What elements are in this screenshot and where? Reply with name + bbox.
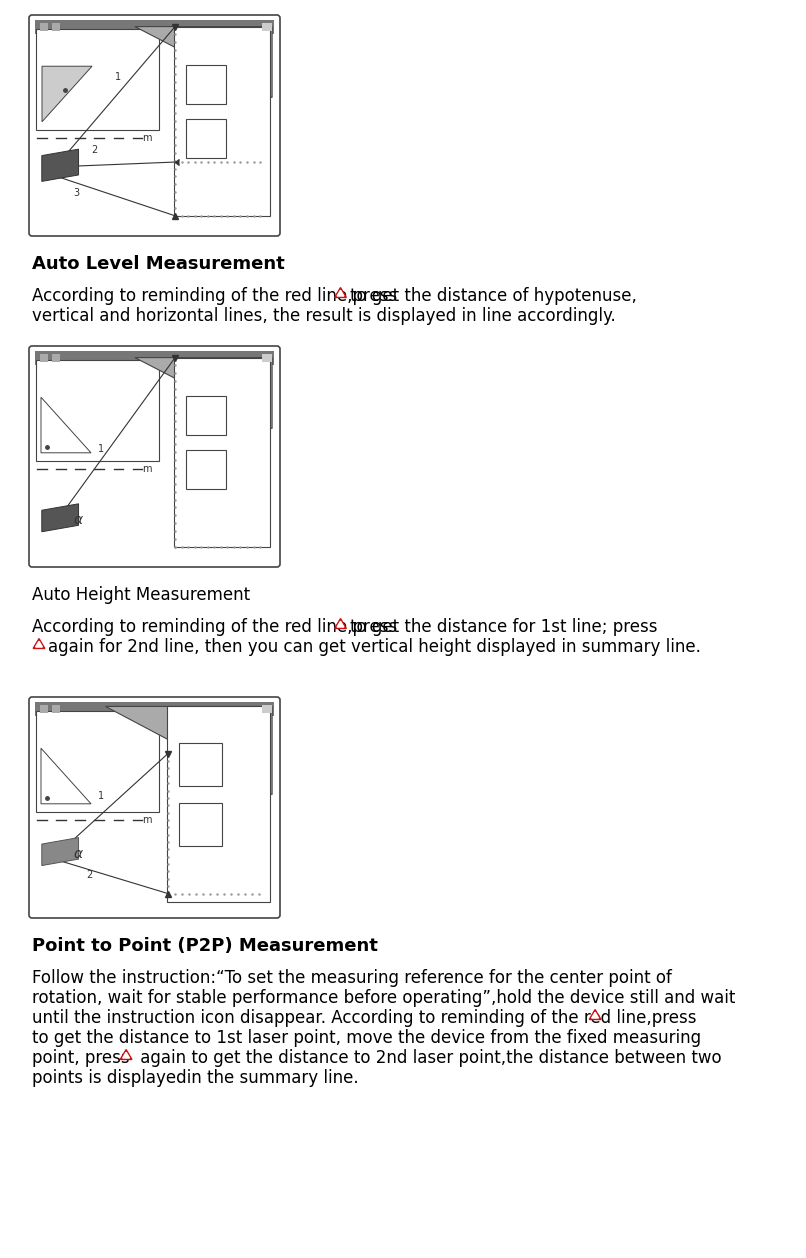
Polygon shape — [42, 503, 78, 532]
Text: 2: 2 — [91, 146, 97, 156]
Text: until the instruction icon disappear. According to reminding of the red line,pre: until the instruction icon disappear. Ac… — [32, 1009, 702, 1027]
Bar — [36, 711, 159, 811]
Polygon shape — [135, 357, 272, 429]
Bar — [179, 803, 222, 847]
Polygon shape — [334, 619, 347, 629]
Polygon shape — [592, 1013, 599, 1018]
Text: to get the distance to 1st laser point, move the device from the fixed measuring: to get the distance to 1st laser point, … — [32, 1029, 701, 1047]
FancyBboxPatch shape — [29, 346, 280, 567]
Text: 1: 1 — [98, 444, 104, 454]
Bar — [262, 23, 272, 31]
Bar — [35, 351, 274, 365]
Text: According to reminding of the red line,press: According to reminding of the red line,p… — [32, 287, 402, 304]
Text: vertical and horizontal lines, the result is displayed in line accordingly.: vertical and horizontal lines, the resul… — [32, 307, 616, 325]
Bar — [40, 23, 48, 31]
Bar — [40, 353, 48, 362]
Text: Auto Level Measurement: Auto Level Measurement — [32, 255, 285, 273]
Polygon shape — [42, 67, 92, 122]
Polygon shape — [120, 1049, 132, 1059]
Bar — [35, 702, 274, 716]
Bar — [36, 29, 159, 130]
Text: 1: 1 — [98, 791, 104, 801]
Polygon shape — [334, 288, 347, 297]
Polygon shape — [337, 621, 344, 626]
Bar — [52, 23, 60, 31]
Text: to get the distance for 1st line; press: to get the distance for 1st line; press — [350, 618, 657, 637]
Polygon shape — [35, 642, 43, 647]
Text: m: m — [142, 464, 152, 474]
Polygon shape — [33, 639, 45, 648]
Bar — [35, 20, 274, 34]
Bar — [262, 353, 272, 362]
Bar — [36, 360, 159, 460]
Bar — [52, 353, 60, 362]
Bar — [262, 704, 272, 713]
Text: α: α — [73, 513, 83, 527]
Text: α: α — [73, 847, 83, 862]
Text: again for 2nd line, then you can get vertical height displayed in summary line.: again for 2nd line, then you can get ver… — [48, 638, 701, 655]
Bar — [185, 65, 226, 104]
Bar — [174, 357, 270, 547]
Text: point, press: point, press — [32, 1049, 135, 1067]
Bar — [179, 743, 222, 786]
Polygon shape — [337, 291, 344, 296]
Text: 2: 2 — [86, 871, 92, 881]
Text: Auto Height Measurement: Auto Height Measurement — [32, 586, 250, 604]
Polygon shape — [41, 398, 91, 453]
Bar — [185, 120, 226, 157]
Bar — [185, 396, 226, 435]
Polygon shape — [42, 150, 78, 181]
Text: m: m — [142, 133, 152, 143]
Polygon shape — [41, 749, 91, 804]
FancyBboxPatch shape — [29, 15, 280, 237]
Bar — [167, 707, 270, 902]
Text: again to get the distance to 2nd laser point,the distance between two: again to get the distance to 2nd laser p… — [135, 1049, 721, 1067]
Bar — [52, 704, 60, 713]
Text: to get the distance of hypotenuse,: to get the distance of hypotenuse, — [350, 287, 637, 304]
Text: 1: 1 — [115, 73, 122, 82]
Polygon shape — [106, 707, 272, 795]
Bar — [185, 450, 226, 489]
FancyBboxPatch shape — [29, 697, 280, 918]
Text: rotation, wait for stable performance before operating”,hold the device still an: rotation, wait for stable performance be… — [32, 989, 735, 1006]
Polygon shape — [42, 838, 78, 866]
Text: Point to Point (P2P) Measurement: Point to Point (P2P) Measurement — [32, 937, 378, 955]
Bar — [40, 704, 48, 713]
Polygon shape — [589, 1010, 601, 1019]
Bar — [174, 26, 270, 216]
Polygon shape — [123, 1052, 130, 1058]
Text: According to reminding of the red line,press: According to reminding of the red line,p… — [32, 618, 402, 637]
Text: points is displayedin the summary line.: points is displayedin the summary line. — [32, 1069, 359, 1087]
Text: Follow the instruction:“To set the measuring reference for the center point of: Follow the instruction:“To set the measu… — [32, 969, 672, 988]
Text: 3: 3 — [73, 189, 80, 199]
Polygon shape — [135, 26, 272, 98]
Text: m: m — [142, 815, 152, 825]
